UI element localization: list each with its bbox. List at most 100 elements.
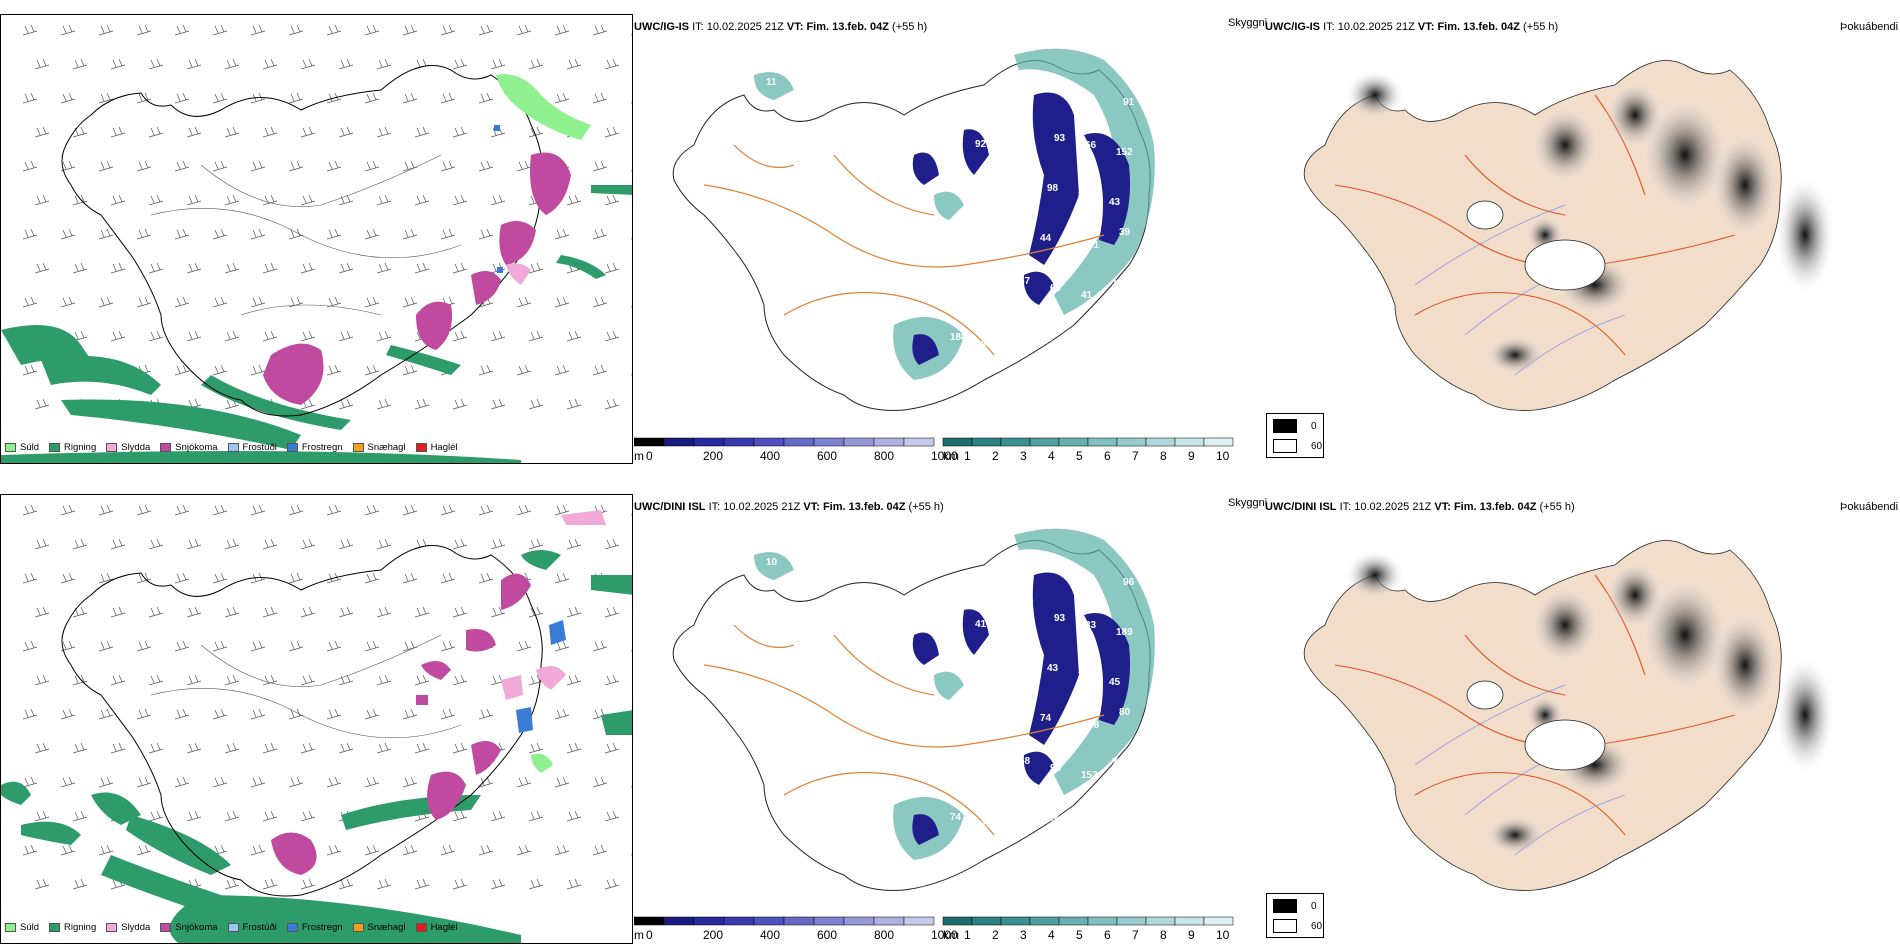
vis-bar-tick: 8 [1160, 449, 1167, 462]
cloud-bar-tick: 1000 [931, 928, 958, 941]
panel-title-fog: Þokuábendi [1840, 21, 1899, 33]
cloud-bar-tick: 1000 [931, 449, 958, 462]
cloud-bar-tick: 0 [646, 928, 653, 941]
ceiling-label: 148 [937, 182, 954, 193]
snow-areas [271, 573, 531, 875]
legend-item: Snjókoma [160, 922, 218, 933]
cloud-bar-tick: 800 [874, 928, 894, 941]
precip-legend: Súld Rigning Slydda Snjókoma Frostúði Frostre… [5, 442, 458, 453]
ceiling-label: 96 [1123, 577, 1135, 588]
legend-label: Snjókoma [175, 442, 218, 453]
model-name: UWC/DINI ISL [1265, 501, 1337, 513]
cloud-base-map: 89 68 72 51 87 96 88 41 155 93 33 189 185 28 122 43 39 45… [634, 515, 1234, 915]
cloud-colorbars: m 0 200 400 600 800 1000 km 1 2 3 4 5 6 7 8 9 10 [634, 915, 1234, 941]
legend-item: Rigning [49, 922, 96, 933]
drizzle-areas [496, 74, 591, 140]
ceiling-label: 43 [1109, 197, 1121, 208]
ceiling-label: 45 [1109, 677, 1121, 688]
ceiling-label: 74 [950, 812, 962, 823]
legend-item: Snæhagl [352, 922, 406, 933]
fog-area [1710, 610, 1780, 720]
lead-time: (+55 h) [908, 501, 944, 513]
vis-bar-tick: 10 [1216, 449, 1230, 462]
legend-item: Frostúði [227, 442, 277, 453]
vis-bar-cell [1203, 437, 1234, 447]
cloud-base-area [1084, 613, 1130, 725]
vt-value: Fim. 13.feb. 04Z [1437, 21, 1520, 33]
legend-swatch [352, 443, 364, 452]
fog-legend-label: 60 [1311, 920, 1323, 932]
fog-area [1345, 550, 1405, 600]
fog-legend: 0 60 [1266, 893, 1324, 938]
cloud-base-area [912, 814, 939, 845]
legend-swatch [49, 443, 61, 452]
ceiling-label: 52 [978, 719, 990, 730]
drizzle-areas [531, 753, 553, 773]
fog-legend-item: 0 [1273, 899, 1317, 913]
cloud-colorbars: m 0 200 400 600 800 1000 km 1 2 3 4 5 6 7 8 9 10 [634, 436, 1234, 462]
legend-label: Snjókoma [175, 922, 218, 933]
ceiling-label: 66 [1085, 140, 1097, 151]
vis-bar-tick: 3 [1020, 449, 1027, 462]
ceiling-label: 38 [1088, 720, 1100, 731]
fog-area [1530, 105, 1600, 185]
cloud-bar-tick: 200 [703, 928, 723, 941]
snow-areas [263, 152, 571, 405]
vis-bar-tick: 5 [1076, 928, 1083, 941]
vis-bar-tick: 8 [1160, 928, 1167, 941]
cloud-base-area [912, 152, 939, 185]
visibility-area [1014, 48, 1155, 316]
ceiling-label: 83 [1078, 190, 1090, 201]
ceiling-label: 72 [934, 82, 946, 93]
ceiling-label: 81 [944, 132, 956, 143]
ceiling-label: 12 [744, 557, 756, 568]
legend-item: Súld [5, 442, 39, 453]
cloud-base-area [962, 129, 989, 175]
ceiling-label: 53 [1122, 327, 1134, 338]
cloud-bar-unit: m [634, 449, 644, 462]
it-label: IT: [1323, 21, 1335, 33]
sleet-areas [506, 263, 531, 285]
fog-area [1530, 585, 1600, 665]
ceiling-label: 152 [1081, 770, 1098, 781]
vis-bar-tick: 1 [964, 449, 971, 462]
ceiling-labels: 72 82 106 80 84 91 81 92 47 93 66 152 148 143 105 98 83 4… [744, 77, 1135, 351]
glacier [1466, 200, 1504, 230]
visibility-area [934, 191, 964, 220]
legend-item: Slydda [106, 922, 150, 933]
vis-bar-unit: km [943, 928, 959, 941]
fog-legend-swatch [1273, 919, 1297, 933]
fog-map [1265, 35, 1865, 435]
ceiling-label: 106 [1043, 813, 1060, 824]
ceiling-label: 40 [947, 712, 959, 723]
cloud-bar-cell [663, 437, 695, 447]
cloud-bar-cell [634, 916, 665, 926]
ceiling-label: 33 [1085, 620, 1097, 631]
legend-label: Rigning [64, 922, 97, 933]
legend-swatch [106, 923, 118, 932]
legend-label: Frostregn [301, 922, 343, 933]
vis-bar-cell [1116, 437, 1147, 447]
cloud-base-area [912, 632, 939, 665]
legend-label: Slydda [121, 922, 151, 933]
panel-header: UWC/DINI ISL IT: 10.02.2025 21Z VT: Fim.… [634, 501, 944, 513]
legend-item: Súld [5, 922, 39, 933]
vis-bar-cell [1029, 916, 1060, 926]
it-label: IT: [692, 21, 704, 33]
fog-areas [1345, 550, 1835, 855]
cloud-bar-tick: 600 [817, 928, 837, 941]
ceiling-label: 69 [1050, 283, 1062, 294]
cloud-base-area [1029, 92, 1079, 265]
visibility-area [754, 72, 794, 100]
roads [150, 634, 462, 739]
ceiling-label: 98 [1047, 183, 1059, 194]
cloud-bar-cell [903, 916, 935, 926]
glacier [1466, 680, 1504, 710]
vt-value: Fim. 13.feb. 04Z [806, 21, 889, 33]
cloud-bar-cell [843, 916, 875, 926]
lead-time: (+55 h) [1539, 501, 1575, 513]
legend-item: Snæhagl [352, 442, 406, 453]
legend-swatch [415, 443, 427, 452]
ceiling-label: 43 [1047, 663, 1059, 674]
